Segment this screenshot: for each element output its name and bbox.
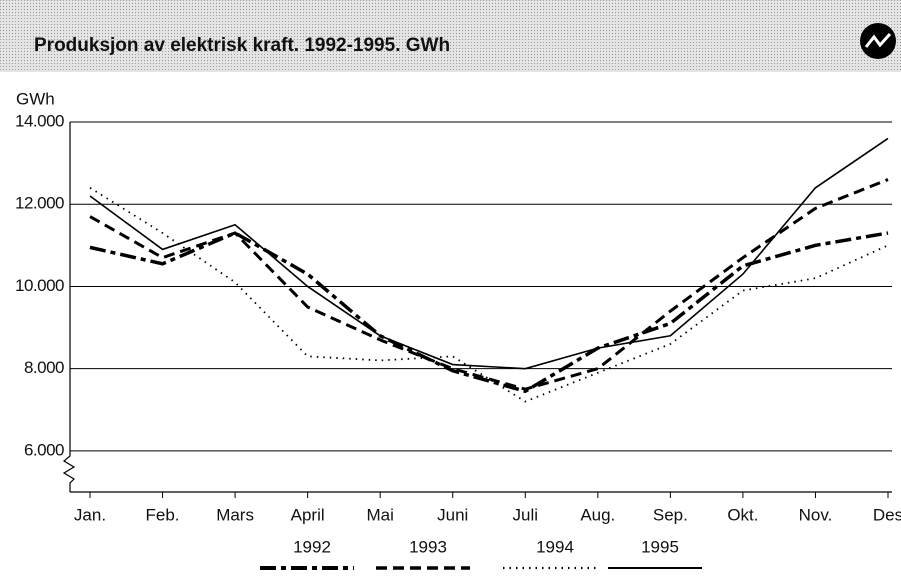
x-tick-label: Jan. [74,505,106,524]
x-tick-label: Okt. [727,505,758,524]
legend-label: 1994 [536,537,574,556]
legend-label: 1993 [409,537,447,556]
logo [860,23,896,59]
legend-label: 1992 [293,537,331,556]
x-tick-label: Nov. [799,505,833,524]
y-tick-label: 6.000 [24,440,64,459]
y-tick-label: 14.000 [15,111,64,130]
x-tick-label: Mai [366,505,393,524]
y-axis [62,122,76,492]
x-tick-label: Juli [513,505,539,524]
series-line [89,178,889,391]
x-tick-label: Aug. [580,505,615,524]
chart-title: Produksjon av elektrisk kraft. 1992-1995… [34,35,450,56]
x-tick-label: April [291,505,325,524]
series-line [89,137,889,370]
series-line [89,187,889,403]
header-band [0,0,901,72]
legend-label: 1995 [641,537,679,556]
x-tick-label: Feb. [146,505,180,524]
x-tick-label: Sep. [653,505,688,524]
y-tick-label: 10.000 [15,276,64,295]
x-tick-label: Mars [216,505,254,524]
y-tick-label: 8.000 [24,358,64,377]
x-tick-label: Des [873,505,901,524]
series-line [89,231,889,394]
y-tick-label: 12.000 [15,194,64,213]
y-axis-label: GWh [16,89,55,108]
x-tick-label: Juni [437,505,468,524]
